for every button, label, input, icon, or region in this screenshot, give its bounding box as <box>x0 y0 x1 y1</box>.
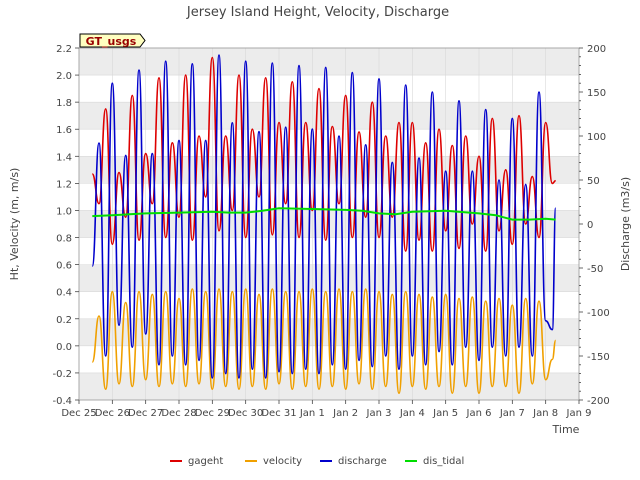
y-left-tick-label: 1.8 <box>56 98 72 109</box>
x-tick-label: Dec 26 <box>95 408 130 419</box>
badge: GT_usgs <box>79 33 146 48</box>
y-axis-right-ticks: -200 -150 -100 -50 0 50 100 150 200 <box>579 44 610 407</box>
chart-title: Jersey Island Height, Velocity, Discharg… <box>186 5 449 20</box>
x-tick-label: Jan 6 <box>466 408 492 419</box>
x-tick-label: Dec 29 <box>195 408 230 419</box>
legend-label-dis_tidal: dis_tidal <box>423 456 464 467</box>
series-layer <box>91 54 557 395</box>
y-left-tick-label: -0.2 <box>52 369 72 380</box>
plot-band <box>79 372 579 400</box>
x-tick-label: Jan 5 <box>432 408 458 419</box>
legend-label-discharge: discharge <box>338 456 387 467</box>
badge-text: GT_usgs <box>86 35 137 48</box>
series-line-gageht <box>91 56 556 252</box>
x-tick-label: Jan 9 <box>566 408 592 419</box>
y-axis-left-label: Ht, Velocity (m, m/s) <box>8 168 21 281</box>
badge-box <box>79 33 146 48</box>
y-right-tick-label: 200 <box>587 44 606 55</box>
y-right-tick-label: 50 <box>587 176 600 187</box>
y-right-tick-label: -150 <box>587 352 610 363</box>
x-tick-label: Jan 2 <box>332 408 358 419</box>
y-axis-left-ticks: -0.4 -0.2 0.0 0.2 0.4 0.6 0.8 1.0 1.2 1.4 1.6 1.8 2.… <box>52 44 79 407</box>
x-tick-label: Jan 4 <box>399 408 425 419</box>
x-tick-label: Dec 31 <box>261 408 296 419</box>
plot-band <box>79 102 579 130</box>
series-line-discharge <box>91 54 557 379</box>
y-left-tick-label: 0.4 <box>56 288 72 299</box>
y-right-tick-label: 150 <box>587 88 606 99</box>
legend: gageht velocity discharge dis_tidal <box>170 456 464 467</box>
x-tick-label: Dec 30 <box>228 408 263 419</box>
y-right-tick-label: 0 <box>587 220 593 231</box>
x-tick-label: Jan 8 <box>532 408 558 419</box>
x-tick-label: Dec 25 <box>61 408 96 419</box>
y-left-tick-label: 1.6 <box>56 125 72 136</box>
x-tick-label: Jan 3 <box>366 408 392 419</box>
series-line-dis_tidal <box>92 207 556 221</box>
y-left-tick-label: 0.0 <box>56 342 72 353</box>
y-left-tick-label: 0.6 <box>56 261 72 272</box>
y-left-tick-label: 1.4 <box>56 152 72 163</box>
plot-band <box>79 48 579 76</box>
y-left-tick-label: 1.2 <box>56 179 72 190</box>
y-axis-right-label: Discharge (m3/s) <box>619 177 632 271</box>
x-tick-label: Dec 27 <box>128 408 163 419</box>
y-right-tick-label: -50 <box>587 264 603 275</box>
y-right-tick-label: -200 <box>587 396 610 407</box>
x-axis-label: Time <box>552 423 580 436</box>
x-tick-label: Dec 28 <box>161 408 196 419</box>
y-left-tick-label: 0.2 <box>56 315 72 326</box>
x-tick-label: Jan 1 <box>299 408 325 419</box>
legend-label-gageht: gageht <box>188 456 223 467</box>
y-left-tick-label: 2.2 <box>56 44 72 55</box>
y-left-tick-label: 1.0 <box>56 206 72 217</box>
x-tick-label: Jan 7 <box>499 408 525 419</box>
y-left-tick-label: -0.4 <box>52 396 72 407</box>
series-line-velocity <box>91 288 557 395</box>
y-left-tick-label: 0.8 <box>56 234 72 245</box>
y-left-tick-label: 2.0 <box>56 71 72 82</box>
legend-label-velocity: velocity <box>263 456 302 467</box>
y-right-tick-label: 100 <box>587 132 606 143</box>
y-right-tick-label: -100 <box>587 308 610 319</box>
